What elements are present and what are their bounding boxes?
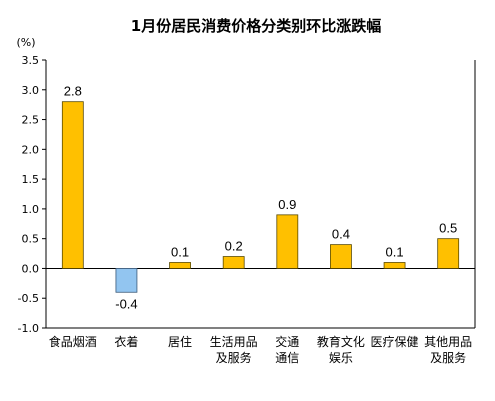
data-label: 0.9 <box>278 197 296 212</box>
x-category-label: 生活用品及服务 <box>210 335 258 365</box>
bar <box>115 268 138 293</box>
data-label: 0.1 <box>386 244 404 259</box>
y-tick-label: 1.0 <box>22 203 40 216</box>
y-tick-label: 3.5 <box>22 54 40 67</box>
x-category-label: 食品烟酒 <box>49 334 97 349</box>
bar <box>276 214 299 269</box>
y-unit-label: (%) <box>16 36 35 49</box>
x-category-label: 居住 <box>168 335 192 349</box>
bar <box>222 256 245 269</box>
x-category-label: 医疗保健 <box>371 335 419 349</box>
y-tick-label: 1.5 <box>22 173 40 186</box>
bar <box>330 244 352 269</box>
data-label: 2.8 <box>64 84 82 99</box>
y-tick-label: 2.5 <box>22 114 40 127</box>
y-tick-label: -0.5 <box>18 292 39 305</box>
data-label: 0.1 <box>171 244 189 259</box>
chart-title: 1月份居民消费价格分类别环比涨跌幅 <box>131 17 381 35</box>
bar <box>61 101 84 269</box>
x-category-label: 其他用品及服务 <box>424 335 472 365</box>
data-label: 0.5 <box>439 221 457 236</box>
bar <box>437 238 460 269</box>
data-label: -0.4 <box>115 296 137 311</box>
data-label: 0.2 <box>225 239 243 254</box>
x-category-label: 教育文化娱乐 <box>317 334 365 365</box>
plot-area: -1.0 -0.5 0.0 0.5 1.0 1.5 2.0 2.5 3.0 3.5 2.8 食品烟酒 -… <box>18 54 476 365</box>
y-tick-label: -1.0 <box>18 322 39 335</box>
data-label: 0.4 <box>332 227 350 242</box>
bar <box>383 262 406 269</box>
bar <box>169 262 191 269</box>
x-category-label: 衣着 <box>114 334 138 349</box>
y-tick-label: 2.0 <box>22 143 40 156</box>
y-tick-label: 0.0 <box>22 262 40 275</box>
x-category-label: 交通通信 <box>275 334 299 365</box>
y-tick-label: 0.5 <box>22 233 40 246</box>
y-tick-label: 3.0 <box>22 84 40 97</box>
